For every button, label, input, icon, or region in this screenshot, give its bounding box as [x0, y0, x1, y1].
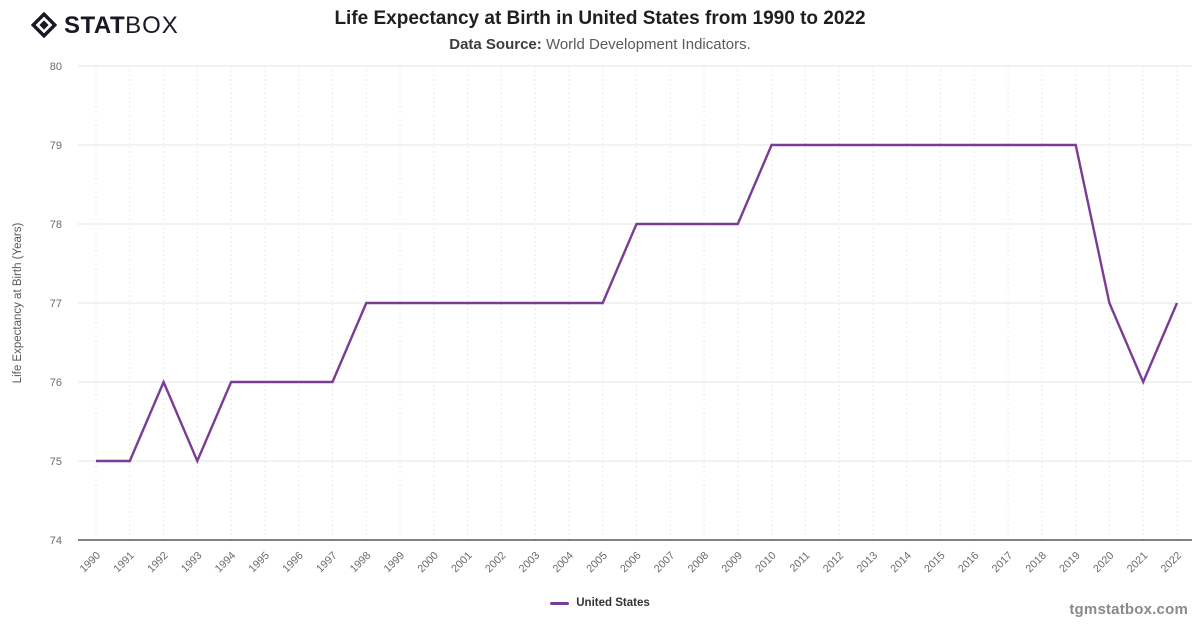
x-tick-label: 2018: [1024, 550, 1049, 575]
x-tick-label: 1991: [111, 550, 136, 575]
legend-item-united-states[interactable]: United States: [0, 595, 1200, 611]
x-tick-label: 2015: [922, 550, 947, 575]
logo-box: BOX: [125, 11, 179, 39]
x-tick-label: 1997: [314, 550, 339, 575]
x-tick-label: 2022: [1159, 550, 1184, 575]
x-tick-label: 2016: [956, 550, 981, 575]
statbox-diamond-icon: [30, 11, 58, 39]
statbox-logo-text: STATBOX: [64, 12, 179, 39]
x-tick-label: 1992: [145, 550, 170, 575]
x-tick-label: 1994: [213, 550, 238, 575]
x-tick-label: 2011: [788, 550, 813, 575]
data-source-label: Data Source:: [449, 36, 542, 53]
y-tick-label: 77: [50, 298, 62, 310]
logo-stat: STAT: [64, 11, 126, 39]
x-tick-label: 2006: [618, 550, 643, 575]
x-tick-label: 2010: [753, 550, 778, 575]
chart-subtitle: Data Source: World Development Indicator…: [0, 36, 1200, 53]
x-tick-label: 2013: [855, 550, 880, 575]
x-tick-label: 1993: [179, 550, 204, 575]
x-tick-label: 2002: [483, 550, 508, 575]
y-tick-label: 74: [50, 535, 62, 547]
series-line-united-states: [96, 143, 1179, 465]
y-axis-title: Life Expectancy at Birth (Years): [12, 223, 24, 384]
y-tick-label: 79: [50, 140, 62, 152]
x-tick-label: 2007: [652, 550, 677, 575]
legend-line-swatch: [550, 601, 570, 605]
x-tick-label: 1999: [382, 550, 407, 575]
y-tick-label: 75: [50, 456, 62, 468]
watermark: tgmstatbox.com: [1069, 601, 1188, 618]
x-tick-label: 2004: [551, 550, 576, 575]
x-tick-label: 1998: [348, 550, 373, 575]
y-tick-label: 80: [50, 61, 62, 73]
data-source-value: World Development Indicators.: [545, 36, 751, 53]
x-tick-label: 1990: [78, 550, 103, 575]
page-title: Life Expectancy at Birth in United State…: [334, 8, 866, 29]
x-tick-label: 2020: [1091, 550, 1116, 575]
x-tick-label: 2005: [584, 550, 609, 575]
y-tick-label: 76: [50, 377, 62, 389]
x-tick-label: 2012: [821, 550, 846, 575]
statbox-logo: STATBOX: [30, 11, 179, 39]
x-tick-label: 2001: [449, 550, 474, 575]
x-tick-label: 2000: [415, 550, 440, 575]
x-tick-label: 1996: [280, 550, 305, 575]
x-tick-label: 2008: [686, 550, 711, 575]
x-tick-label: 2021: [1125, 550, 1150, 575]
legend-label: United States: [576, 597, 650, 609]
x-tick-label: 1995: [247, 550, 272, 575]
x-tick-label: 2014: [888, 550, 913, 575]
x-tick-label: 2009: [719, 550, 744, 575]
y-tick-label: 78: [50, 219, 62, 231]
x-tick-label: 2003: [517, 550, 542, 575]
x-tick-label: 2019: [1057, 550, 1082, 575]
x-tick-label: 2017: [990, 550, 1015, 575]
